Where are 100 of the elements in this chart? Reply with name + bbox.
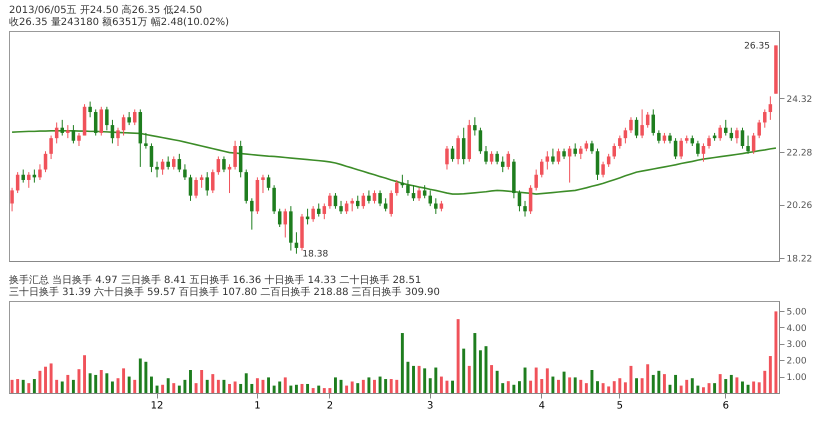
candlestick: [674, 138, 678, 160]
candlestick: [668, 132, 672, 144]
candlestick: [400, 174, 404, 188]
bar: [624, 382, 627, 393]
bar: [390, 379, 393, 393]
bar: [618, 378, 622, 393]
candlestick: [284, 208, 288, 238]
bar: [194, 383, 198, 393]
bar: [267, 377, 270, 393]
bar: [211, 374, 214, 393]
candlestick: [183, 164, 187, 180]
candlestick: [740, 127, 744, 150]
candlestick: [662, 132, 666, 144]
candlestick: [49, 135, 53, 160]
bar: [66, 374, 70, 393]
candlestick: [38, 164, 42, 180]
y-tick-label: 3.00: [786, 340, 807, 350]
bar: [294, 384, 298, 393]
bar: [590, 370, 594, 393]
candlestick: [350, 198, 354, 212]
bar: [713, 383, 716, 393]
candlestick: [746, 135, 750, 154]
bar: [400, 333, 404, 393]
bar: [156, 386, 158, 393]
bar: [138, 358, 142, 393]
candlestick: [250, 198, 254, 230]
bar: [462, 348, 466, 393]
candlestick: [556, 148, 560, 165]
bar: [662, 374, 666, 393]
bar: [378, 376, 382, 393]
x-tick-label: 1: [254, 400, 261, 412]
candlestick: [88, 101, 92, 118]
bar: [228, 384, 231, 393]
candlestick: [32, 169, 36, 184]
bar: [55, 380, 58, 393]
bar: [78, 369, 80, 393]
candlestick: [200, 174, 204, 188]
bar: [418, 366, 421, 393]
bar: [362, 380, 365, 393]
candlestick: [205, 172, 209, 196]
candlestick: [233, 140, 237, 170]
candlestick: [718, 124, 722, 142]
chart-title: 换手汇总 当日换手 4.97 三日换手 8.41 五日换手 16.36 十日换手 14.33 二十日换手 28.51 三十日换手 31.39 六十日换手 59.57 百日换手 107.80 二百日换手 218.88 三百日换手 309.90: [9, 274, 440, 298]
candlestick: [278, 208, 282, 228]
bar: [395, 380, 398, 393]
candlestick: [584, 140, 588, 152]
bar: [345, 386, 348, 393]
candlestick: [172, 156, 176, 170]
candlestick: [222, 156, 226, 173]
bar: [718, 374, 722, 393]
candlestick: [178, 153, 182, 173]
candlestick: [422, 184, 426, 199]
bar: [496, 370, 499, 393]
bar: [32, 379, 36, 393]
candlestick: [707, 135, 711, 150]
candlestick: [702, 142, 706, 162]
candlestick: [735, 127, 739, 144]
candlestick: [768, 96, 772, 120]
x-tick-label: 6: [722, 400, 729, 412]
candlestick: [306, 208, 310, 225]
bar: [216, 380, 220, 393]
bar: [222, 380, 226, 393]
candlestick: [417, 187, 421, 202]
bar: [116, 378, 120, 393]
candlestick: [44, 150, 48, 173]
candlestick: [160, 158, 164, 176]
candlestick: [54, 122, 58, 144]
candlestick: [261, 174, 265, 194]
bar: [551, 376, 554, 393]
bar: [646, 364, 650, 393]
annotation: 18.38: [302, 250, 328, 260]
bar: [640, 378, 644, 393]
bar: [451, 380, 454, 393]
candlestick: [66, 124, 70, 139]
bar: [529, 380, 532, 393]
candlestick: [551, 148, 555, 165]
candlestick: [528, 184, 532, 214]
bar: [596, 381, 599, 393]
candlestick: [110, 119, 114, 144]
bar: [735, 377, 738, 393]
bar: [144, 362, 148, 393]
candlestick: [60, 119, 64, 136]
candlestick: [372, 190, 376, 204]
candlestick: [534, 169, 538, 191]
candlestick: [500, 156, 504, 173]
bar: [272, 386, 276, 393]
candlestick: [523, 200, 527, 218]
candlestick: [100, 106, 104, 136]
bar: [10, 380, 14, 393]
bar: [518, 381, 521, 393]
bar: [373, 380, 376, 393]
bar: [478, 350, 482, 393]
bar: [340, 380, 342, 393]
candlestick: [518, 190, 522, 212]
candlestick: [752, 132, 756, 154]
bar: [367, 377, 370, 393]
x-tick-label: 12: [150, 400, 164, 412]
candlestick: [562, 148, 566, 160]
candlestick: [445, 146, 449, 170]
y-tick-label: 4.00: [786, 324, 807, 334]
